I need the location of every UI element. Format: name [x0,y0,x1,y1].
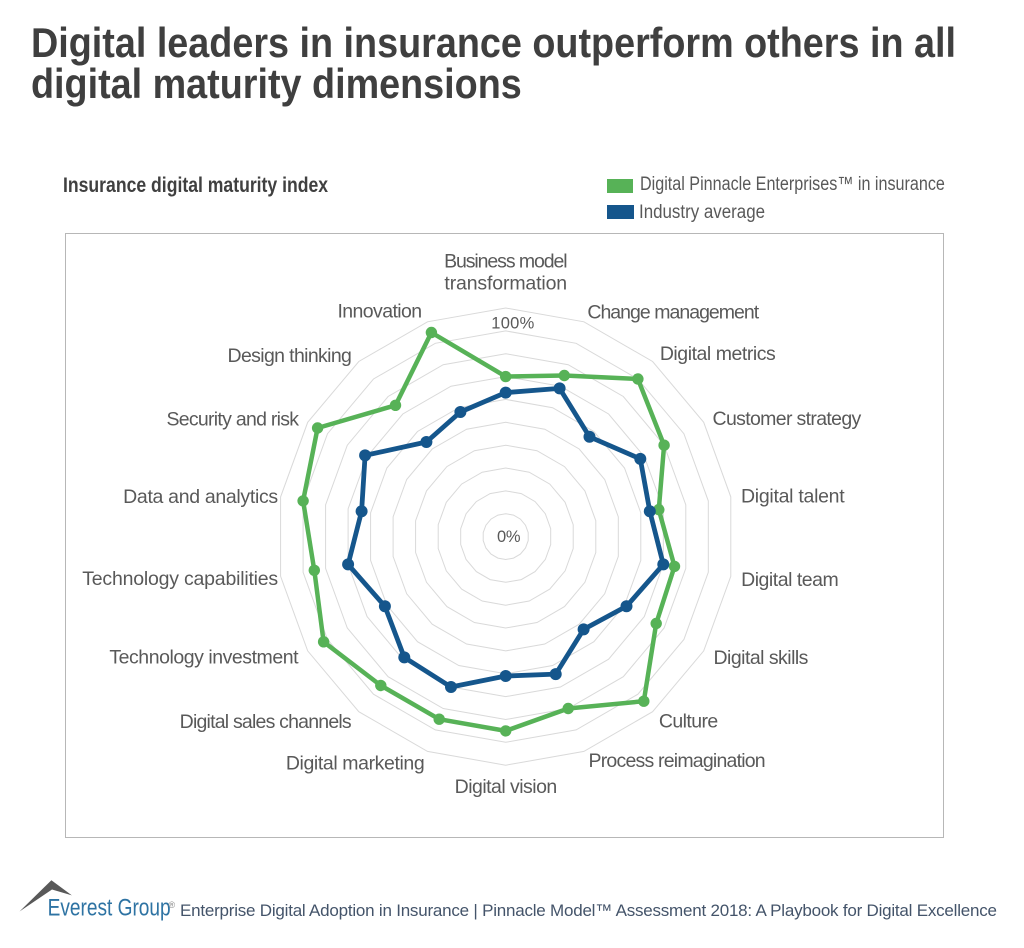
svg-text:Process reimagination: Process reimagination [589,750,765,772]
svg-text:Digital team: Digital team [741,569,838,591]
svg-text:Digital skills: Digital skills [713,647,808,669]
svg-text:100%: 100% [491,315,534,333]
svg-text:Technology investment: Technology investment [109,647,299,669]
svg-text:®: ® [169,900,176,910]
svg-text:0%: 0% [497,528,521,546]
svg-text:Design thinking: Design thinking [228,345,352,367]
svg-text:transformation: transformation [444,272,567,294]
svg-text:Everest Group: Everest Group [48,893,171,921]
svg-text:Business model: Business model [444,250,567,272]
svg-text:Culture: Culture [659,711,718,733]
svg-text:Customer strategy: Customer strategy [713,408,862,430]
svg-text:Enterprise Digital Adoption in: Enterprise Digital Adoption in Insurance… [180,901,997,920]
svg-text:Digital marketing: Digital marketing [286,752,424,774]
svg-text:Digital sales channels: Digital sales channels [180,711,352,733]
svg-text:Security and risk: Security and risk [166,408,299,430]
svg-text:Technology capabilities: Technology capabilities [82,568,278,590]
svg-text:Digital talent: Digital talent [741,485,845,507]
svg-text:Innovation: Innovation [337,300,421,322]
svg-text:Data and analytics: Data and analytics [123,486,278,508]
svg-text:Digital vision: Digital vision [455,776,557,798]
svg-text:Change management: Change management [587,302,759,324]
svg-text:Digital metrics: Digital metrics [660,343,776,365]
